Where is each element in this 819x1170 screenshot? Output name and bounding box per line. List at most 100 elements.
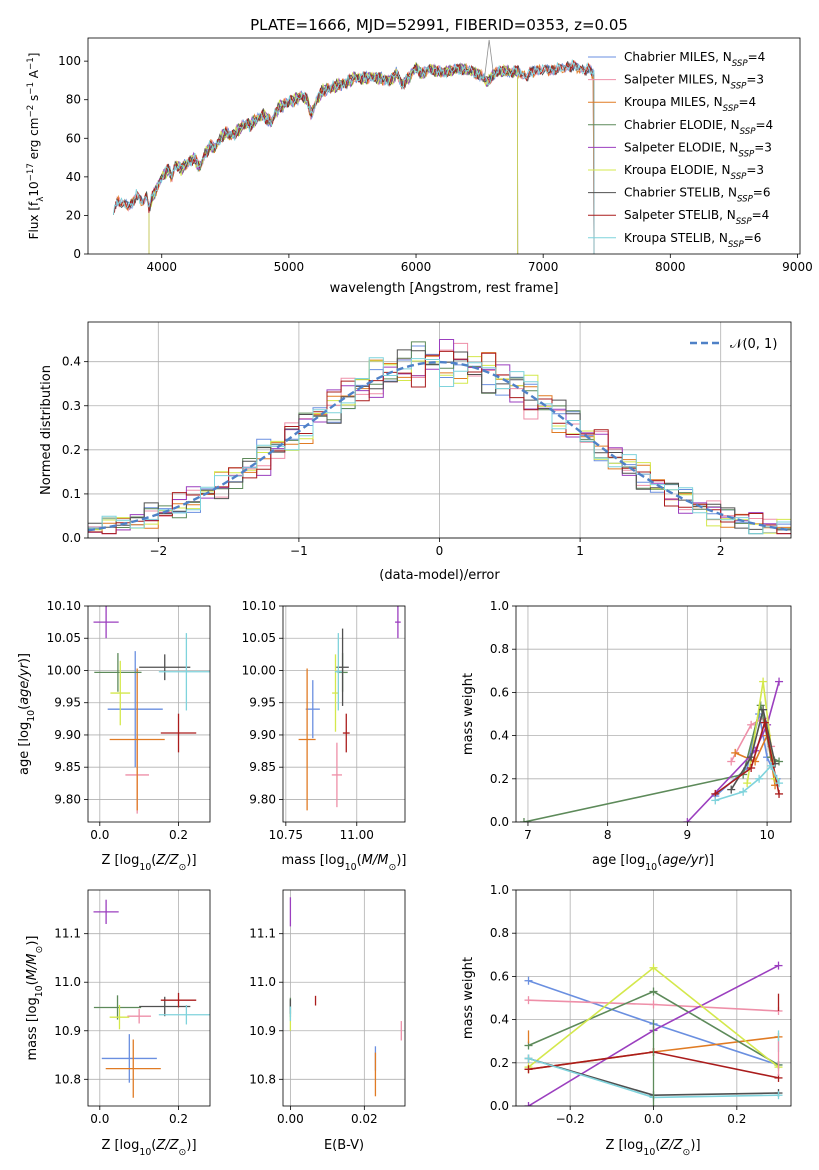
- legend-entry: Salpeter MILES, NSSP=3: [624, 73, 764, 92]
- legend-entry: 𝒩(0, 1): [730, 337, 777, 352]
- x-tick-label: 0.2: [169, 1112, 188, 1126]
- x-tick-label: 0.2: [169, 828, 188, 842]
- legend-entry: Kroupa MILES, NSSP=4: [624, 95, 756, 114]
- y-tick-label: 0.0: [62, 531, 81, 545]
- series-marker: [767, 761, 776, 770]
- x-tick-label: 10.75: [269, 828, 303, 842]
- data-point-7: [160, 713, 197, 753]
- x-tick-label: 0.0: [90, 828, 109, 842]
- spectrum-feature: [484, 39, 494, 77]
- x-tick-label: 8: [604, 828, 612, 842]
- data-point-4: [395, 606, 401, 639]
- x-axis-label: mass [log10(M/M⊙)]: [282, 853, 407, 873]
- residual-histogram-panel: −2 −1 0 1 2 0.0 0.1 0.2 0.3 0.4 𝒩(0, 1) (data-model…: [39, 321, 792, 583]
- axes-frame: [515, 605, 792, 823]
- y-tick-label: 10.10: [47, 599, 81, 613]
- y-tick-label: 0.4: [490, 1013, 509, 1027]
- series-marker: [760, 718, 769, 727]
- x-tick-label: −2: [149, 544, 167, 558]
- plot-area: [93, 606, 210, 814]
- y-tick-label: 11.1: [249, 927, 276, 941]
- series-marker: [756, 701, 765, 710]
- y-tick-label: 10.05: [242, 631, 276, 645]
- x-axis-label: Z [log10(Z/Z⊙)]: [605, 1138, 700, 1158]
- y-tick-label: 1.0: [490, 599, 509, 613]
- y-tick-label: 9.80: [54, 792, 81, 806]
- spectrum-line-2: [115, 60, 595, 254]
- spectrum-panel: 4000 5000 6000 7000 8000 9000 0 20 40 60 80 100 wave…: [26, 37, 813, 296]
- mass-weight-vs-metallicity-panel: −0.2 0.0 0.2 0.0 0.2 0.4 0.6 0.8 1.0 mass weight Z…: [461, 883, 792, 1158]
- y-tick-label: 0: [73, 247, 81, 261]
- legend-entry: Chabrier MILES, NSSP=4: [624, 50, 765, 69]
- axes-frame: [87, 37, 801, 255]
- series-marker: [649, 963, 658, 972]
- series-marker: [775, 789, 784, 798]
- x-tick-label: 5000: [274, 260, 305, 274]
- data-point-7: [342, 713, 350, 753]
- series-marker: [524, 1054, 533, 1063]
- x-tick-label: 7: [524, 828, 532, 842]
- series-marker: [775, 779, 784, 788]
- spectrum-line-1: [115, 60, 595, 254]
- y-tick-label: 10.9: [54, 1024, 81, 1038]
- y-tick-label: 100: [58, 54, 81, 68]
- legend-entry: Salpeter STELIB, NSSP=4: [624, 208, 769, 227]
- x-tick-label: 9: [684, 828, 692, 842]
- y-axis-label: mass [log10(M/M⊙)]: [25, 936, 45, 1061]
- figure-title: PLATE=1666, MJD=52991, FIBERID=0353, z=0…: [250, 16, 628, 34]
- x-axis-label: E(B-V): [324, 1138, 364, 1153]
- x-axis-label: Z [log10(Z/Z⊙)]: [101, 1138, 196, 1158]
- series-marker: [759, 677, 768, 686]
- series-line-7: [714, 722, 780, 795]
- x-tick-label: 0.0: [90, 1112, 109, 1126]
- series-marker: [759, 705, 768, 714]
- plot-area: [113, 39, 595, 254]
- y-tick-label: 0.2: [490, 1056, 509, 1070]
- legend-entry: Kroupa ELODIE, NSSP=3: [624, 163, 764, 182]
- x-tick-label: 2: [717, 544, 725, 558]
- y-tick-label: 60: [66, 131, 81, 145]
- x-tick-label: −1: [290, 544, 308, 558]
- y-tick-label: 0.8: [490, 642, 509, 656]
- data-point-8: [334, 633, 342, 711]
- series-marker: [524, 1065, 533, 1074]
- data-point-0: [305, 680, 320, 739]
- plot-area: [93, 899, 210, 1098]
- x-axis-label: age [log10(age/yr)]: [592, 853, 714, 873]
- x-tick-label: 1: [576, 544, 584, 558]
- series-marker: [519, 818, 528, 822]
- series-marker: [774, 1091, 783, 1100]
- legend-entry: Salpeter ELODIE, NSSP=3: [624, 140, 772, 159]
- series-marker: [524, 976, 533, 985]
- y-tick-label: 0.2: [62, 443, 81, 457]
- age-vs-mass-panel: 10.75 11.00 9.80 9.85 9.90 9.95 10.00 10.05 10.1…: [242, 599, 407, 873]
- x-tick-label: 9000: [782, 260, 813, 274]
- data-point-5: [109, 1005, 130, 1030]
- series-marker: [727, 757, 736, 766]
- y-tick-label: 0.4: [490, 729, 509, 743]
- y-tick-label: 11.1: [54, 927, 81, 941]
- plot-area: [298, 606, 401, 811]
- x-tick-label: −0.2: [556, 1112, 585, 1126]
- y-axis-label: Flux [fλ10−17 erg cm−2 s−1 A−1]: [26, 53, 46, 240]
- y-tick-label: 9.90: [249, 728, 276, 742]
- data-point-2: [109, 668, 165, 811]
- data-point-7: [160, 992, 197, 1008]
- plot-area: [524, 961, 783, 1106]
- x-tick-label: 11.00: [340, 828, 374, 842]
- series-marker: [743, 779, 752, 788]
- y-tick-label: 10.10: [242, 599, 276, 613]
- y-tick-label: 9.85: [249, 760, 276, 774]
- x-tick-label: 10: [759, 828, 774, 842]
- series-marker: [711, 796, 720, 805]
- spectrum-line-7: [113, 60, 595, 254]
- data-point-8: [158, 1005, 210, 1025]
- plot-area: [289, 897, 402, 1097]
- x-tick-label: 4000: [146, 260, 177, 274]
- y-tick-label: 9.90: [54, 728, 81, 742]
- histogram-8: [88, 357, 791, 535]
- spectrum-line-8: [113, 59, 595, 254]
- data-point-0: [107, 651, 163, 768]
- y-tick-label: 0.3: [62, 399, 81, 413]
- x-axis-label: Z [log10(Z/Z⊙)]: [101, 853, 196, 873]
